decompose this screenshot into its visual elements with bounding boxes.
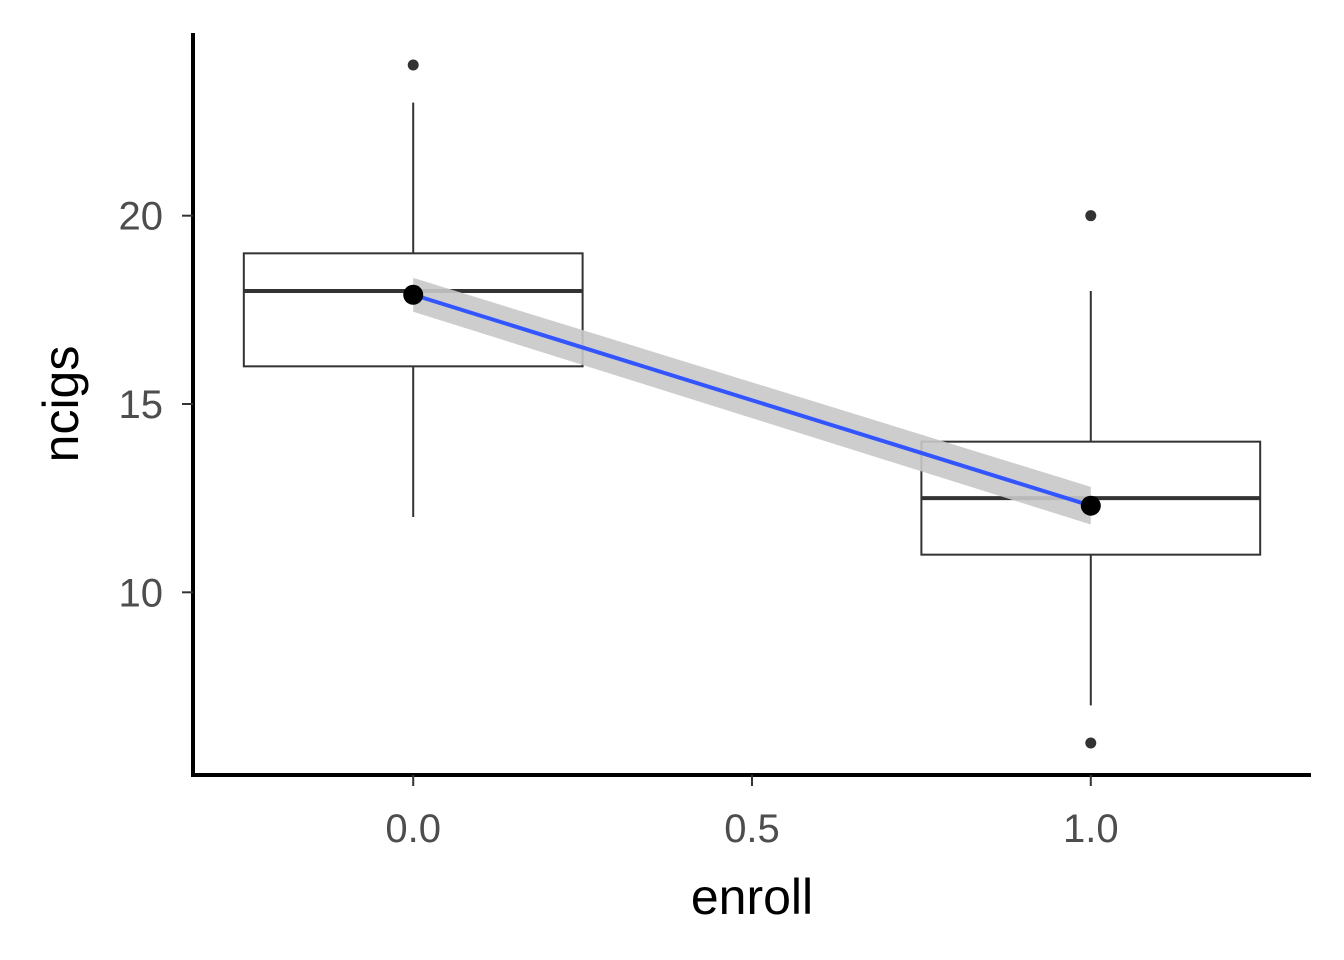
outlier-point-1-0	[1085, 210, 1097, 222]
y-tick-label-2: 20	[119, 195, 164, 239]
mean-point-1	[1080, 495, 1101, 516]
mean-point-0	[403, 284, 424, 305]
axes: 0.0 0.5 1.0 10 15 20	[119, 195, 1119, 851]
y-axis-title: ncigs	[33, 346, 89, 463]
x-tick-label-1: 0.5	[724, 807, 780, 851]
outlier-point-1-1	[1085, 737, 1097, 749]
x-tick-label-2: 1.0	[1063, 807, 1119, 851]
box-0	[242, 252, 584, 368]
plot-area	[242, 59, 1262, 749]
outlier-point-0-0	[407, 59, 419, 71]
x-tick-label-0: 0.0	[385, 807, 441, 851]
regression-line	[412, 292, 1092, 508]
x-axis-title: enroll	[691, 869, 813, 925]
y-tick-label-0: 10	[119, 571, 164, 615]
y-tick-label-1: 15	[119, 383, 164, 427]
